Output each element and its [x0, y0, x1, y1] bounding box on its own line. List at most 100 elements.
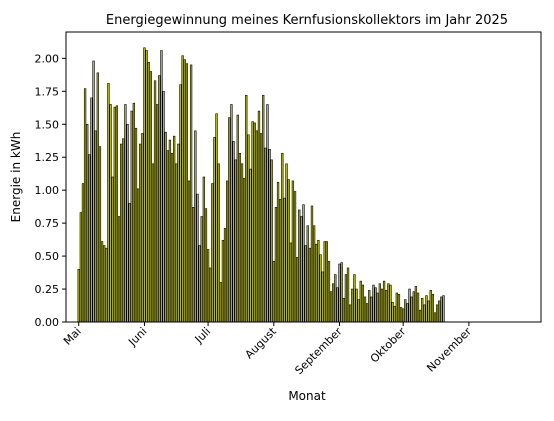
bar — [395, 292, 398, 323]
y-axis: 0.00 0.25 0.50 0.75 1.00 1.25 1.50 1.75 2.00 — [35, 52, 66, 329]
bar — [387, 283, 390, 323]
bar — [217, 163, 220, 323]
bar — [361, 284, 365, 323]
bar — [177, 143, 180, 323]
bar — [393, 305, 396, 323]
bar — [92, 60, 95, 323]
y-axis-label: Energie in kWh — [9, 132, 23, 223]
bar — [416, 292, 420, 323]
bar — [370, 296, 373, 323]
bar — [300, 216, 303, 323]
y-tick-label: 0.75 — [35, 217, 60, 230]
bar — [130, 110, 133, 323]
bar — [236, 114, 239, 323]
bar — [276, 181, 280, 323]
bar — [245, 94, 248, 323]
bar — [105, 247, 108, 323]
bar — [274, 207, 278, 323]
bar — [179, 84, 182, 323]
bar — [346, 267, 350, 323]
bar — [170, 152, 174, 323]
y-tick-label: 0.25 — [35, 283, 60, 296]
bar — [414, 286, 418, 323]
bar — [124, 104, 127, 323]
bar — [425, 295, 428, 323]
bar — [206, 249, 210, 323]
bar — [122, 138, 125, 323]
bar — [164, 131, 167, 323]
bar — [215, 113, 218, 323]
bar — [279, 199, 282, 323]
bar — [291, 180, 295, 323]
bar — [312, 225, 316, 323]
bar — [385, 290, 388, 323]
bar — [438, 300, 441, 323]
bar — [240, 163, 244, 323]
bar — [153, 80, 157, 323]
bar — [334, 274, 337, 323]
bar — [226, 180, 229, 323]
bar — [259, 133, 263, 323]
bar — [119, 143, 123, 323]
bar — [382, 280, 386, 323]
y-tick-label: 1.75 — [35, 85, 60, 98]
bar — [431, 294, 435, 323]
bar — [79, 212, 83, 323]
bar — [293, 191, 297, 323]
y-tick-label: 2.00 — [35, 52, 60, 65]
bar — [147, 62, 150, 323]
x-axis-label: Monat — [288, 389, 326, 403]
bar — [143, 47, 146, 323]
bar — [257, 110, 261, 323]
bar — [336, 287, 339, 323]
bar — [187, 180, 191, 323]
bar — [196, 193, 199, 323]
bar — [232, 141, 235, 323]
bar — [255, 130, 259, 323]
bar — [397, 294, 401, 323]
bar — [378, 283, 381, 323]
bar — [359, 280, 362, 323]
bar — [418, 309, 422, 323]
bar — [247, 134, 250, 323]
bar — [308, 247, 312, 323]
bar — [429, 290, 432, 323]
bar — [412, 291, 415, 323]
bar — [219, 282, 222, 323]
y-tick-label: 1.25 — [35, 151, 60, 164]
bar — [109, 104, 112, 323]
bar — [253, 122, 256, 323]
bar — [128, 203, 131, 323]
bar — [372, 284, 375, 323]
bar — [162, 91, 165, 323]
bar — [166, 150, 169, 323]
bar — [168, 139, 172, 323]
bar — [399, 307, 403, 323]
y-tick-label: 0.00 — [35, 316, 60, 329]
bar — [423, 304, 426, 323]
bar — [100, 241, 104, 323]
bar — [88, 154, 91, 323]
bar — [204, 208, 208, 323]
bar — [304, 245, 307, 323]
bar — [234, 159, 237, 323]
bar — [98, 146, 102, 323]
bar — [266, 104, 269, 323]
bar — [192, 207, 195, 323]
bar — [340, 262, 343, 323]
bar — [185, 63, 189, 323]
bar — [332, 283, 335, 323]
bar — [268, 149, 271, 323]
bar — [404, 299, 407, 323]
bar — [402, 308, 405, 323]
bar — [86, 123, 89, 323]
bar — [198, 245, 201, 323]
chart-title: Energiegewinnung meines Kernfusionskolle… — [106, 13, 508, 28]
bar — [126, 123, 129, 323]
bar — [113, 106, 116, 323]
bar — [136, 188, 140, 323]
bar — [348, 304, 352, 323]
bar — [321, 271, 324, 323]
bar — [189, 64, 193, 323]
